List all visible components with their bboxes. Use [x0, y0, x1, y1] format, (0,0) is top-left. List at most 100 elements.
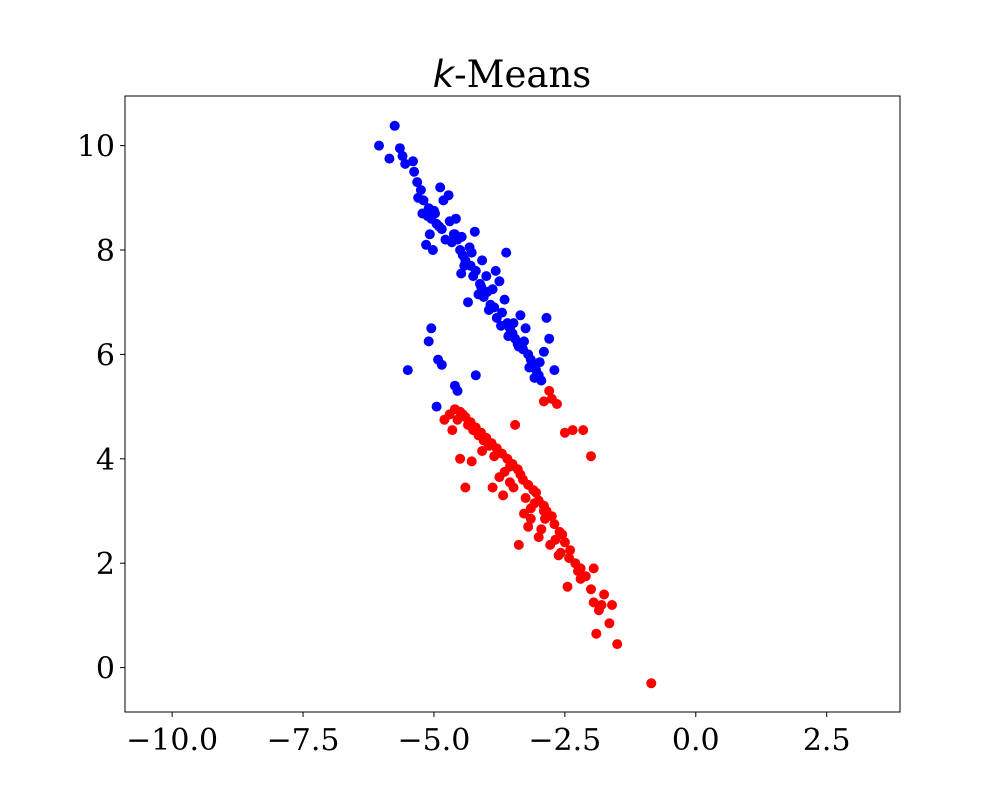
scatter-point: [550, 534, 561, 545]
scatter-point: [591, 628, 602, 639]
scatter-point: [538, 346, 549, 357]
scatter-point: [546, 393, 557, 404]
scatter-point: [473, 289, 484, 300]
scatter-point: [544, 333, 555, 344]
scatter-point: [559, 537, 570, 548]
y-tick-label: 6: [96, 338, 115, 373]
scatter-point: [523, 521, 534, 532]
scatter-point: [564, 553, 575, 563]
scatter-point: [435, 182, 446, 193]
scatter-point: [447, 425, 458, 436]
scatter-point: [473, 430, 484, 441]
scatter-point: [460, 482, 471, 493]
scatter-point: [434, 221, 445, 232]
scatter-point: [412, 177, 423, 188]
scatter-point: [538, 506, 549, 516]
scatter-point: [536, 524, 547, 535]
scatter-point: [452, 414, 463, 425]
scatter-point: [402, 365, 413, 376]
scatter-point: [408, 156, 418, 167]
x-tick-label: −5.0: [398, 723, 471, 758]
scatter-point: [470, 265, 481, 276]
scatter-point: [498, 490, 509, 501]
scatter-point: [463, 297, 473, 308]
scatter-point: [562, 581, 573, 592]
scatter-point: [524, 362, 535, 373]
scatter-point: [494, 276, 505, 287]
scatter-point: [389, 120, 400, 131]
scatter-point: [519, 508, 529, 519]
scatter-point: [455, 453, 466, 464]
scatter-point: [529, 498, 540, 509]
scatter-point: [520, 323, 531, 334]
scatter-point: [540, 513, 550, 524]
scatter-point: [431, 401, 442, 412]
y-axis: 0 2 4 6 8 10: [77, 130, 125, 687]
scatter-point: [421, 239, 432, 250]
y-tick-label: 4: [96, 443, 115, 478]
scatter-point: [413, 192, 424, 203]
scatter-point: [504, 461, 515, 472]
scatter-point: [496, 320, 506, 331]
scatter-point: [508, 318, 519, 329]
y-tick-label: 8: [96, 234, 115, 269]
scatter-point: [541, 312, 552, 323]
scatter-point: [501, 247, 512, 258]
scatter-point: [424, 229, 435, 240]
scatter-point: [417, 208, 428, 219]
scatter-point: [612, 639, 623, 650]
scatter-point: [463, 419, 473, 430]
scatter-point: [538, 396, 549, 407]
scatter-point: [573, 566, 583, 577]
scatter-point: [529, 372, 540, 383]
scatter-point: [443, 190, 454, 201]
scatter-point: [588, 563, 599, 574]
scatter-point: [409, 166, 420, 177]
scatter-point: [487, 482, 498, 493]
scatter-point: [436, 359, 447, 370]
scatter-point: [499, 294, 510, 305]
scatter-point: [477, 255, 488, 266]
scatter-point: [466, 456, 477, 467]
scatter-point: [415, 185, 426, 195]
x-tick-label: −7.5: [267, 723, 340, 758]
scatter-point: [513, 539, 524, 550]
scatter-point: [554, 526, 565, 537]
scatter-point: [596, 600, 607, 610]
scatter-point: [544, 385, 555, 396]
scatter-point: [469, 226, 480, 237]
scatter-point: [489, 451, 500, 462]
scatter-point: [599, 589, 610, 600]
plot-frame: [124, 95, 901, 713]
x-tick-label: 2.5: [803, 723, 851, 758]
scatter-point: [459, 260, 470, 271]
scatter-point: [588, 597, 599, 608]
y-tick-label: 0: [96, 652, 115, 687]
y-tick-label: 10: [77, 130, 115, 165]
scatter-point: [508, 482, 519, 493]
scatter-point: [475, 278, 485, 289]
scatter-point: [394, 143, 405, 154]
scatter-point: [586, 451, 596, 462]
scatter-point: [533, 532, 544, 543]
scatter-point: [578, 425, 589, 436]
scatter-point: [604, 618, 615, 629]
scatter-point: [446, 237, 457, 248]
scatter-point: [384, 153, 395, 164]
scatter-point: [565, 545, 576, 556]
scatter-point: [549, 519, 560, 530]
scatter-point: [426, 323, 437, 334]
scatter-point: [487, 284, 498, 295]
scatter-point: [503, 331, 514, 342]
x-axis: −10.0 −7.5 −5.0 −2.5 0.0 2.5: [126, 712, 851, 758]
scatter-point: [439, 414, 450, 425]
scatter-point: [646, 678, 657, 689]
scatter-point: [549, 365, 560, 376]
scatter-point: [515, 310, 526, 321]
chart-title-italic: k: [433, 53, 456, 96]
scatter-point: [464, 242, 475, 253]
scatter-point: [448, 229, 459, 240]
scatter-point: [374, 140, 384, 151]
